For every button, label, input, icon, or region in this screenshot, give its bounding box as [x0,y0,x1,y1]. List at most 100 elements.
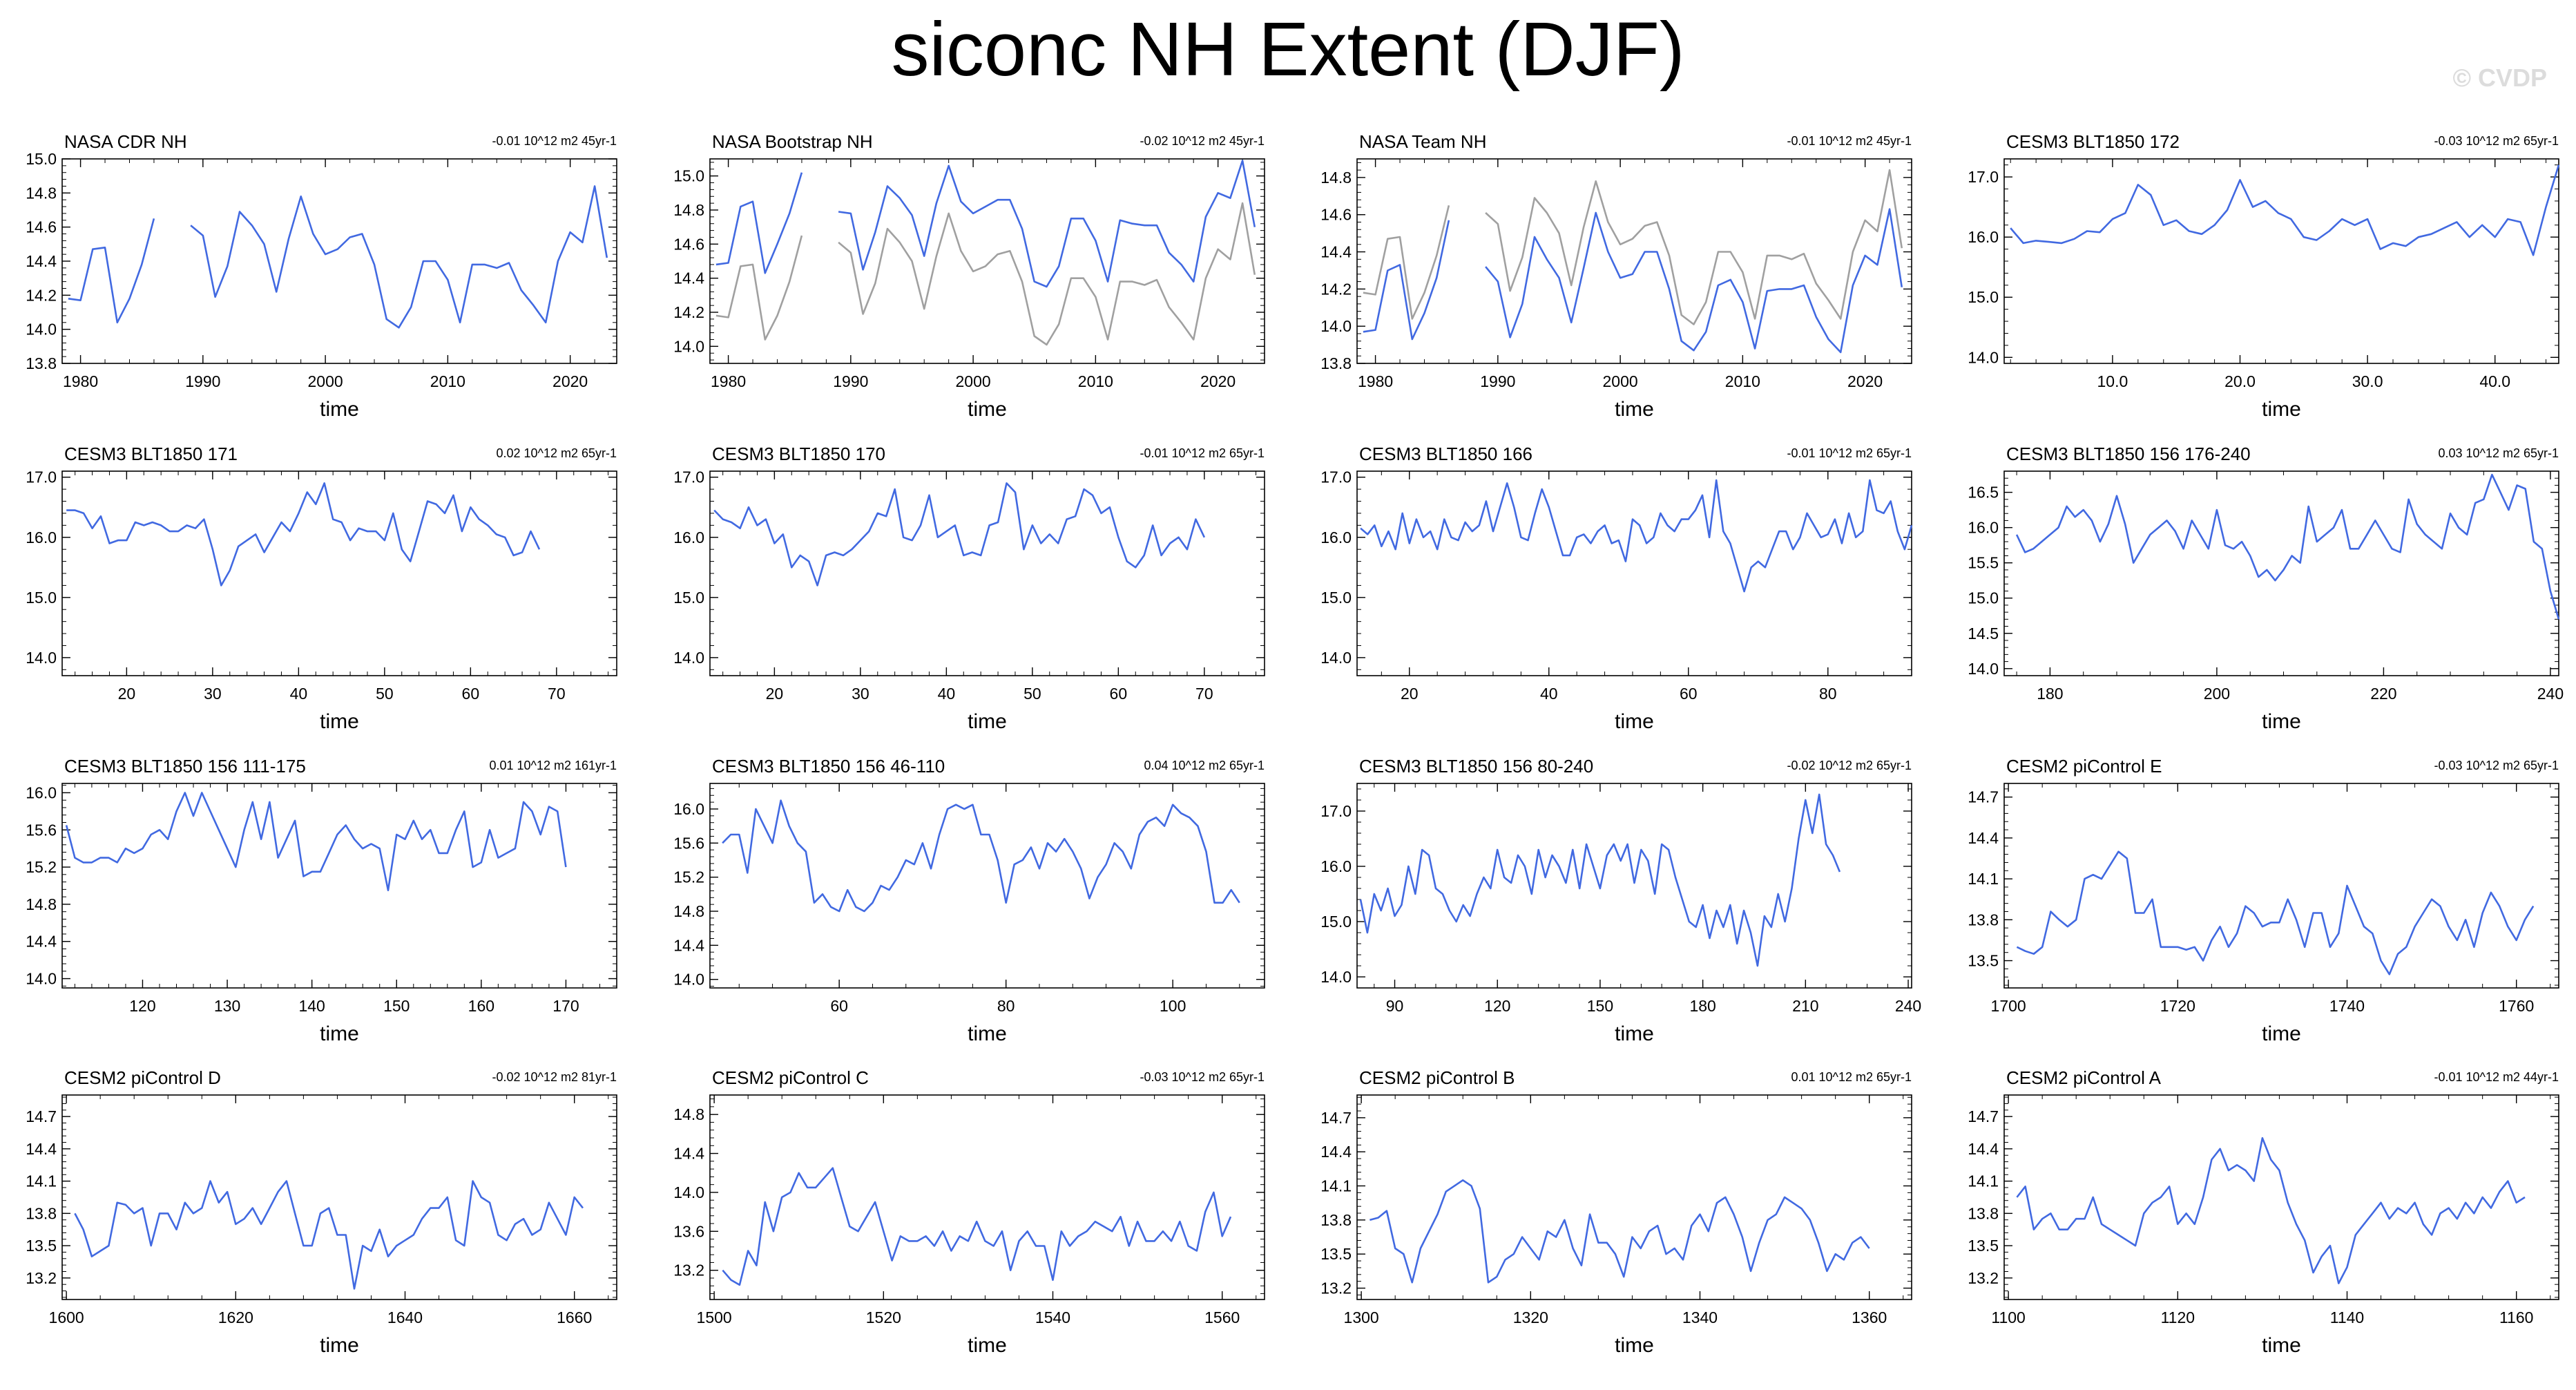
x-tick-label: 2010 [1725,372,1760,390]
series-line [74,1180,584,1290]
plot-frame [1356,1094,1912,1300]
trend-stat: -0.01 10^12 m2 45yr-1 [492,134,617,148]
series-line [1369,1179,1870,1284]
y-tick-label: 15.0 [1968,589,1999,607]
x-tick-label: 20 [1401,685,1419,703]
x-tick-label: 60 [1110,685,1128,703]
x-axis-label: time [320,710,359,733]
x-tick-label: 150 [383,997,410,1015]
x-tick-label: 1320 [1513,1308,1548,1326]
y-tick-label: 14.4 [673,269,704,287]
x-tick-label: 1300 [1344,1308,1379,1326]
y-tick-label: 14.6 [26,218,57,236]
y-tick-label: 14.0 [673,971,704,989]
y-tick-label: 14.8 [673,1105,704,1123]
x-tick-label: 140 [298,997,325,1015]
x-tick-label: 30 [852,685,869,703]
y-tick-label: 16.5 [1968,484,1999,502]
trend-stat: -0.01 10^12 m2 44yr-1 [2434,1070,2559,1084]
x-tick-label: 210 [1792,997,1818,1015]
x-axis-label: time [968,1022,1007,1045]
y-tick-label: 16.0 [26,529,57,546]
x-tick-label: 1660 [557,1308,592,1326]
panel-title: CESM3 BLT1850 171 [64,444,238,464]
x-tick-label: 1990 [833,372,868,390]
x-tick-label: 50 [376,685,394,703]
x-axis-label: time [2262,710,2301,733]
y-tick-label: 14.7 [1968,1107,1999,1125]
y-tick-label: 16.0 [1968,519,1999,537]
x-tick-label: 40 [1540,685,1558,703]
plot-frame [61,158,617,364]
panel-title: NASA Team NH [1359,131,1486,152]
panel-10: CESM3 BLT1850 156 46-110 0.04 10^12 m2 65… [673,756,1265,1045]
y-tick-label: 15.5 [1968,554,1999,572]
x-tick-label: 150 [1587,997,1613,1015]
x-axis-label: time [968,398,1007,421]
x-tick-label: 70 [548,685,566,703]
x-tick-label: 1760 [2499,997,2534,1015]
y-tick-label: 14.5 [1968,625,1999,642]
x-tick-label: 1560 [1204,1308,1240,1326]
y-tick-label: 15.2 [26,858,57,876]
plot-frame [2003,470,2559,676]
panel-14: CESM2 piControl C -0.03 10^12 m2 65yr-1 15… [673,1067,1265,1357]
y-tick-label: 15.0 [1320,589,1352,607]
x-tick-label: 2010 [1078,372,1113,390]
y-tick-label: 16.0 [1968,228,1999,246]
x-tick-label: 160 [468,997,494,1015]
y-tick-label: 14.0 [26,321,57,339]
trend-stat: 0.03 10^12 m2 65yr-1 [2438,446,2559,460]
series-line [2010,164,2560,256]
x-tick-label: 20 [118,685,136,703]
obs-reference-line [715,202,1256,346]
y-tick-label: 14.4 [1968,829,1999,847]
panel-title: CESM3 BLT1850 166 [1359,444,1532,464]
panel-title: CESM3 BLT1850 156 80-240 [1359,756,1593,777]
trend-stat: -0.03 10^12 m2 65yr-1 [2434,759,2559,772]
x-axis-label: time [1615,398,1654,421]
series-line [2015,473,2560,620]
obs-reference-line [1363,169,1903,325]
series-line [2016,1137,2526,1284]
plot-frame [709,158,1265,364]
x-tick-label: 1520 [866,1308,901,1326]
y-tick-label: 14.1 [1320,1177,1352,1195]
plot-frame [2003,158,2559,364]
y-tick-label: 16.0 [1320,529,1352,546]
panel-title: CESM3 BLT1850 172 [2006,131,2180,152]
x-axis-label: time [2262,1022,2301,1045]
plot-frame [709,1094,1265,1300]
y-tick-label: 13.2 [1320,1279,1352,1297]
y-tick-label: 13.8 [26,354,57,372]
panel-title: NASA CDR NH [64,131,187,152]
panel-12: CESM2 piControl E -0.03 10^12 m2 65yr-1 17… [1968,756,2559,1045]
y-tick-label: 14.8 [26,184,57,202]
panel-11: CESM3 BLT1850 156 80-240 -0.02 10^12 m2 6… [1320,756,1921,1045]
x-tick-label: 60 [462,685,480,703]
panel-1: NASA CDR NH -0.01 10^12 m2 45yr-1 1980 1990… [26,131,617,421]
series-line [722,799,1240,913]
x-tick-label: 1980 [1358,372,1393,390]
y-tick-label: 14.4 [26,252,57,270]
y-tick-label: 15.0 [26,589,57,607]
plot-frame [61,1094,617,1300]
x-tick-label: 220 [2370,685,2396,703]
y-tick-label: 14.4 [26,933,57,951]
y-tick-label: 13.5 [1968,952,1999,970]
series-line [1359,793,1841,967]
y-tick-label: 13.2 [673,1262,704,1279]
x-tick-label: 50 [1023,685,1041,703]
y-tick-label: 13.6 [673,1222,704,1240]
x-axis-label: time [968,1334,1007,1357]
panel-13: CESM2 piControl D -0.02 10^12 m2 81yr-1 16… [26,1067,617,1357]
y-tick-label: 15.0 [673,589,704,607]
panel-6: CESM3 BLT1850 170 -0.01 10^12 m2 65yr-1 20… [673,444,1265,733]
trend-stat: -0.03 10^12 m2 65yr-1 [1140,1070,1265,1084]
x-tick-label: 2000 [308,372,343,390]
y-tick-label: 14.7 [26,1107,57,1125]
plot-frame [61,783,617,989]
y-tick-label: 14.6 [673,235,704,253]
x-tick-label: 90 [1386,997,1404,1015]
x-tick-label: 40 [290,685,308,703]
